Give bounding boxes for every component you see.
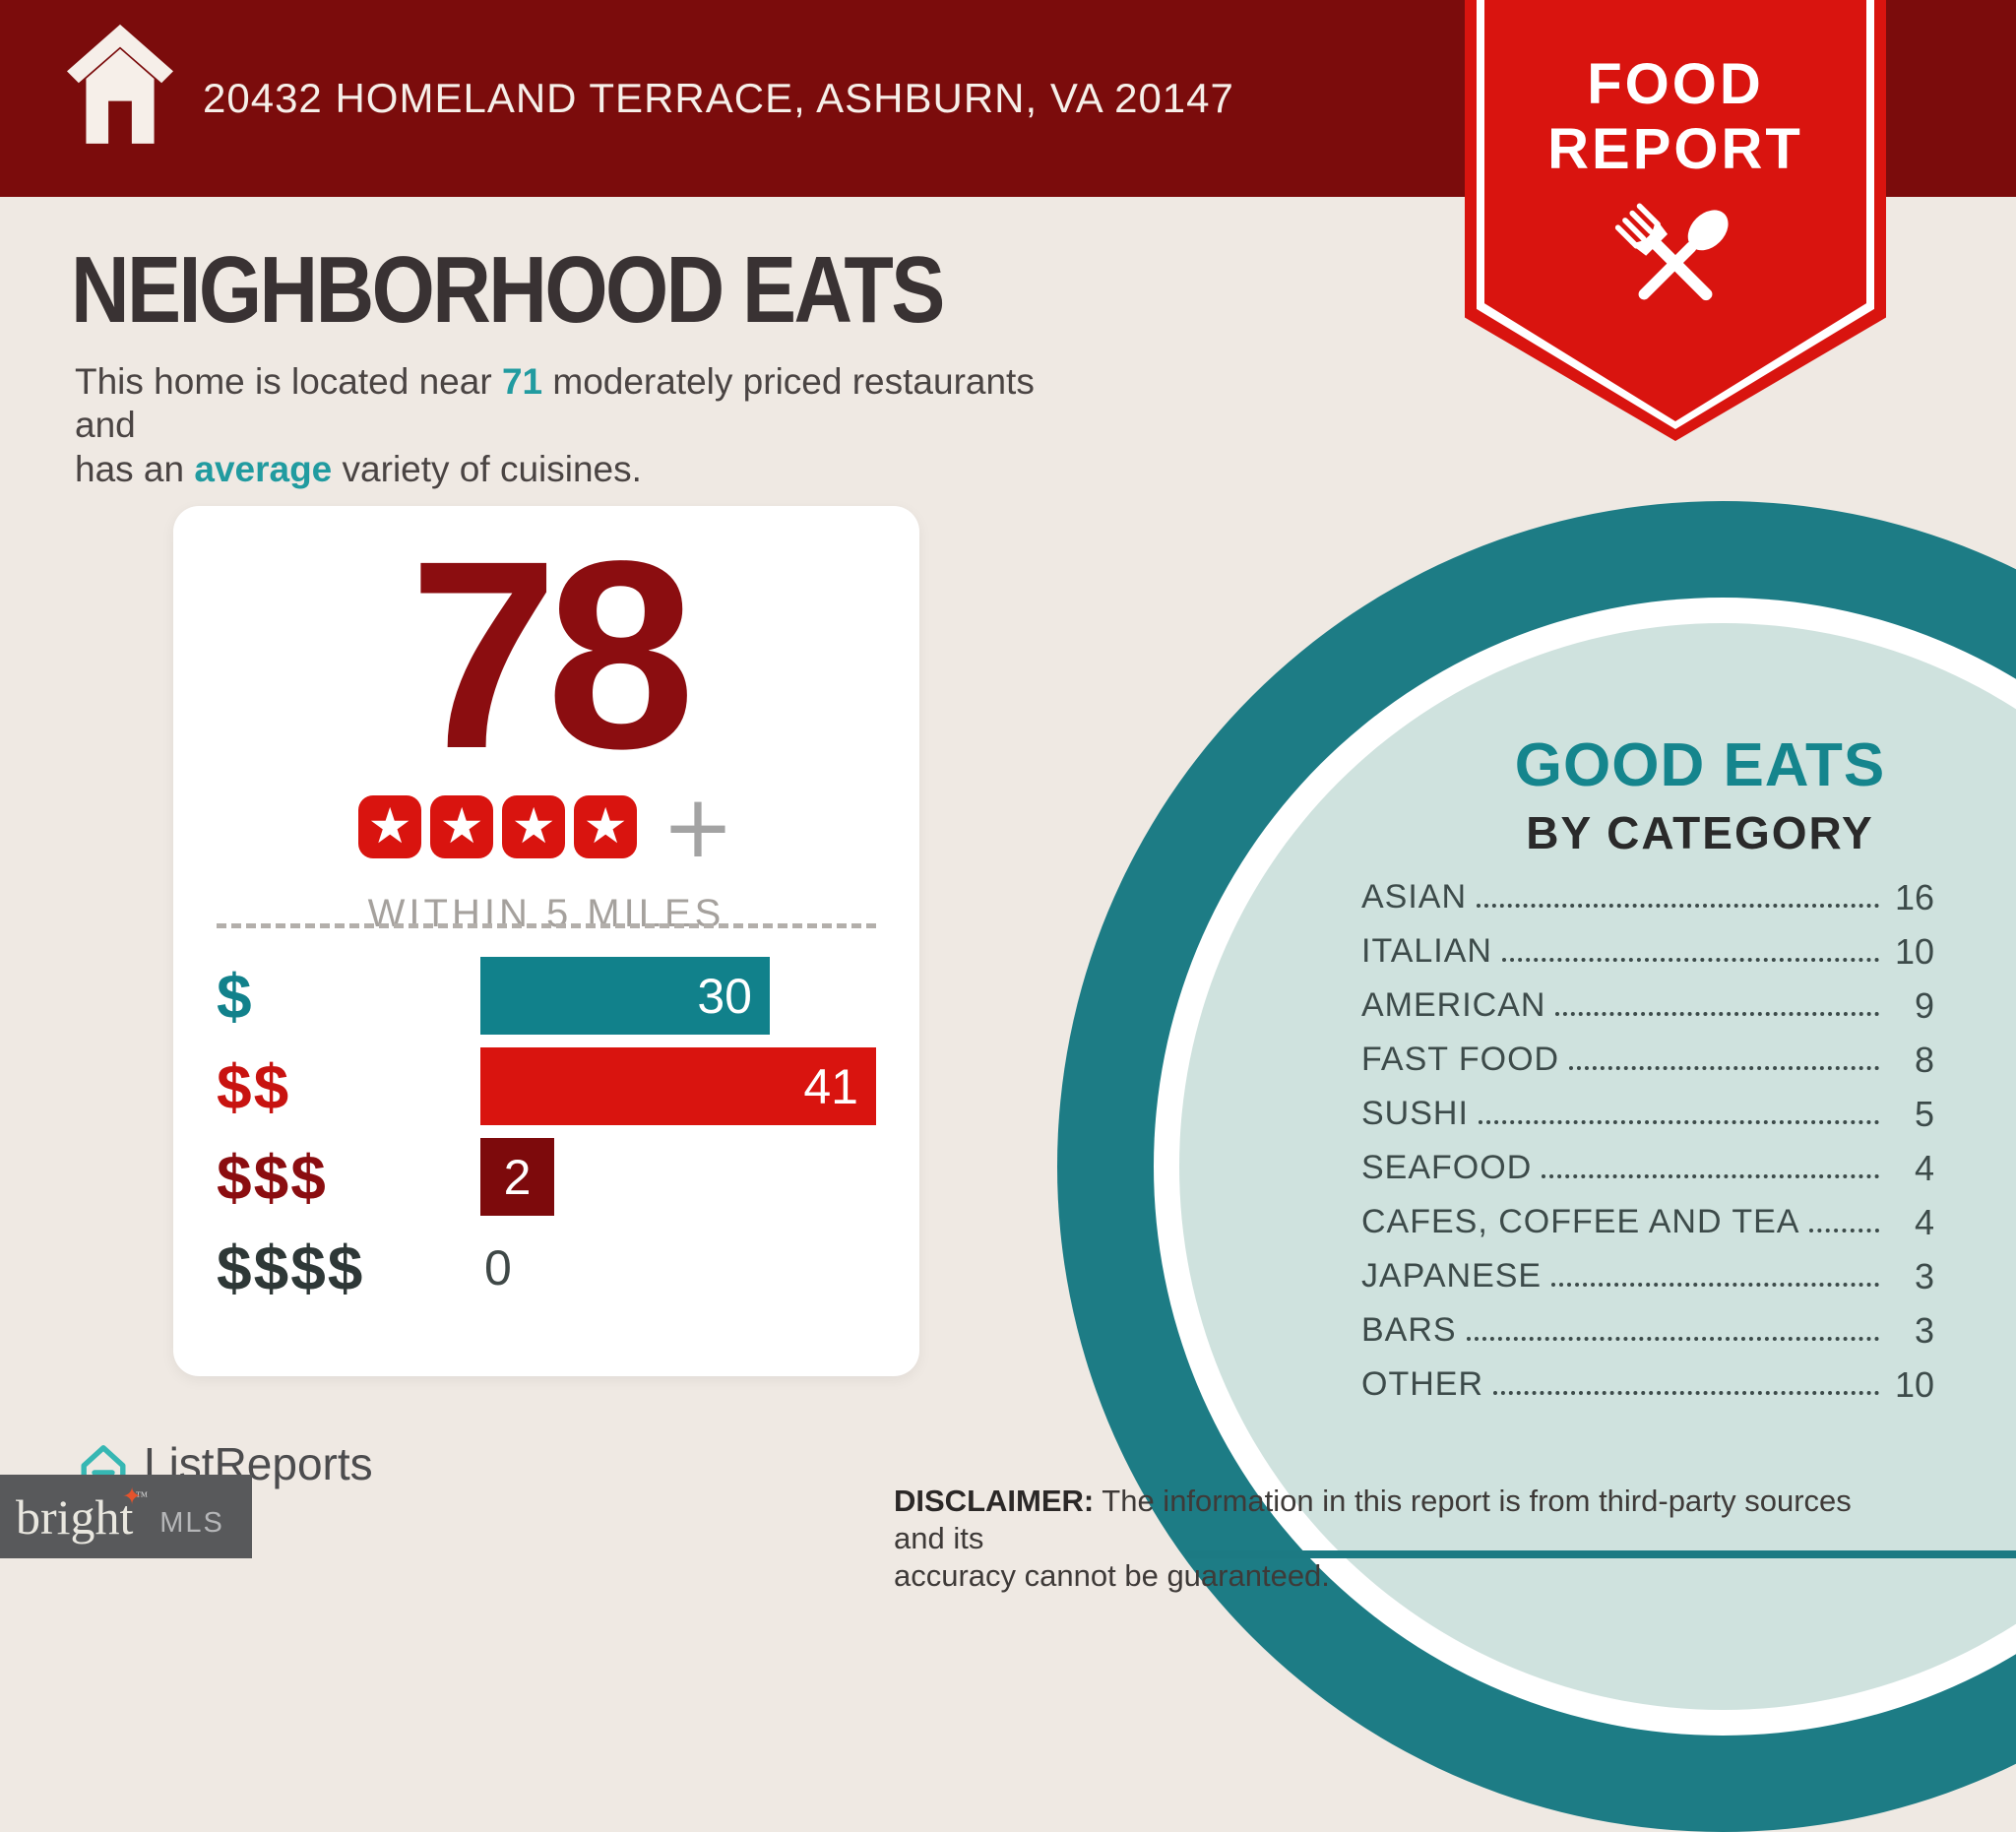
subtitle-text: variety of cuisines. <box>332 448 642 489</box>
price-bar-value: 30 <box>697 968 752 1024</box>
category-label: ITALIAN <box>1361 932 1492 970</box>
category-label: CAFES, COFFEE AND TEA <box>1361 1203 1800 1240</box>
category-row: FAST FOOD 8 <box>1361 1033 1934 1087</box>
category-label: ASIAN <box>1361 878 1468 916</box>
subtitle-text: moderately priced restaurants and <box>75 361 1035 446</box>
star-icon: ★ <box>358 795 422 858</box>
category-label: JAPANESE <box>1361 1257 1543 1295</box>
category-value: 3 <box>1914 1309 1934 1351</box>
dotted-leader <box>1542 1173 1879 1178</box>
disclaimer-line1: The information in this report is from t… <box>894 1484 1852 1555</box>
mls-text: MLS <box>159 1507 224 1539</box>
trademark-symbol: ™ <box>135 1487 149 1503</box>
bright-wordmark: bright ✦ ™ <box>16 1485 149 1546</box>
good-eats-subtitle: BY CATEGORY <box>1526 807 1874 858</box>
category-label: FAST FOOD <box>1361 1041 1560 1078</box>
category-value: 5 <box>1914 1093 1934 1134</box>
dotted-leader <box>1551 1282 1879 1287</box>
category-label: SEAFOOD <box>1361 1149 1533 1186</box>
category-row: SUSHI 5 <box>1361 1087 1934 1141</box>
price-bar: 30 <box>480 957 770 1035</box>
dotted-leader <box>1466 1336 1879 1341</box>
page-title: NEIGHBORHOOD EATS <box>71 237 945 343</box>
property-address: 20432 HOMELAND TERRACE, ASHBURN, VA 2014… <box>203 75 1234 121</box>
price-row: $30 <box>217 957 876 1035</box>
disclaimer-label: DISCLAIMER: <box>894 1484 1095 1518</box>
ribbon-title-line1: FOOD <box>1587 52 1764 116</box>
restaurant-count: 71 <box>501 361 543 402</box>
category-row: ITALIAN 10 <box>1361 924 1934 979</box>
plus-icon: + <box>662 776 734 877</box>
price-row: $$$ 2 <box>217 1138 876 1216</box>
price-bar-value: 0 <box>484 1239 512 1295</box>
star-icon: ★ <box>574 795 638 858</box>
stars-row: ★ ★ ★ ★ + <box>173 776 919 877</box>
price-bar: 41 <box>480 1047 876 1125</box>
good-eats-title: GOOD EATS <box>1514 731 1886 799</box>
price-level-label: $$$ <box>217 1141 328 1213</box>
category-value: 4 <box>1914 1201 1934 1242</box>
score-card: 78 ★ ★ ★ ★ + WITHIN 5 MILES $30 $$ 41 $$$ 2 $$$$ 0 <box>173 506 919 1376</box>
price-bar-value: 2 <box>503 1149 532 1205</box>
star-icon: ★ <box>502 795 566 858</box>
bright-text: bright <box>16 1488 134 1545</box>
price-level-label: $$ <box>217 1050 291 1122</box>
home-icon <box>67 24 173 144</box>
category-row: OTHER 10 <box>1361 1358 1934 1412</box>
price-bar: 2 <box>480 1138 554 1216</box>
price-bar-value: 41 <box>803 1058 858 1114</box>
subtitle-text: This home is located near <box>75 361 502 402</box>
crossed-utensils-icon <box>1614 203 1729 301</box>
category-value: 3 <box>1914 1255 1934 1296</box>
category-value: 9 <box>1914 984 1934 1026</box>
disclaimer-line2: accuracy cannot be guaranteed. <box>894 1557 1330 1593</box>
category-value: 16 <box>1894 876 1934 917</box>
price-row: $$ 41 <box>217 1047 876 1125</box>
variety-highlight: average <box>194 448 333 489</box>
category-row: AMERICAN 9 <box>1361 979 1934 1033</box>
bottom-accent-strip <box>1185 1550 2016 1558</box>
ribbon-title-line2: REPORT <box>1547 117 1803 181</box>
disclaimer: DISCLAIMER: The information in this repo… <box>894 1483 1908 1594</box>
dotted-leader <box>1493 1390 1879 1395</box>
bright-mls-logo: bright ✦ ™ MLS <box>0 1475 252 1558</box>
category-value: 10 <box>1894 1363 1934 1405</box>
category-value: 10 <box>1894 930 1934 972</box>
category-row: JAPANESE 3 <box>1361 1249 1934 1303</box>
dashed-divider <box>217 923 876 928</box>
category-label: OTHER <box>1361 1365 1483 1403</box>
score-caption: WITHIN 5 MILES <box>367 892 725 935</box>
category-row: SEAFOOD 4 <box>1361 1141 1934 1195</box>
category-label: AMERICAN <box>1361 986 1546 1024</box>
price-level-label: $ <box>217 960 254 1032</box>
food-score: 78 <box>409 505 696 804</box>
category-value: 8 <box>1914 1039 1934 1080</box>
price-row: $$$$ 0 <box>217 1229 876 1306</box>
category-row: BARS 3 <box>1361 1303 1934 1358</box>
decorative-circle-mint <box>1179 623 2016 1710</box>
star-icon: ★ <box>430 795 494 858</box>
category-value: 4 <box>1914 1147 1934 1188</box>
subtitle-text: has an <box>75 448 195 489</box>
price-level-label: $$$$ <box>217 1232 365 1303</box>
category-list: ASIAN 16 ITALIAN 10 AMERICAN 9 FAST FOOD 8 SUSHI… <box>1361 870 1934 1412</box>
food-report-ribbon: FOOD REPORT <box>1465 0 1886 441</box>
dotted-leader <box>1569 1065 1879 1070</box>
dotted-leader <box>1501 957 1879 962</box>
category-row: CAFES, COFFEE AND TEA 4 <box>1361 1195 1934 1249</box>
category-row: ASIAN 16 <box>1361 870 1934 924</box>
subtitle: This home is located near 71 moderately … <box>75 360 1099 491</box>
category-label: BARS <box>1361 1311 1457 1349</box>
good-eats-header: GOOD EATS BY CATEGORY <box>1380 730 2016 859</box>
category-label: SUSHI <box>1361 1095 1469 1132</box>
star-icon: ✦ <box>122 1484 143 1510</box>
price-bars: $30 $$ 41 $$$ 2 $$$$ 0 <box>217 957 876 1319</box>
dotted-leader <box>1477 903 1879 908</box>
dotted-leader <box>1809 1228 1879 1232</box>
dotted-leader <box>1478 1119 1879 1124</box>
dotted-leader <box>1555 1011 1879 1016</box>
